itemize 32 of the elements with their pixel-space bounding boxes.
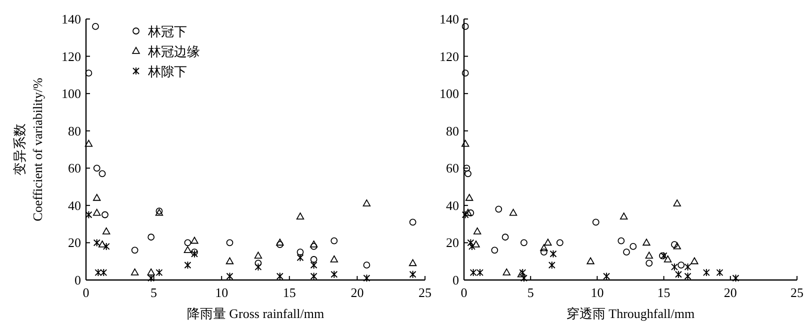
y-tick-label: 0 bbox=[452, 272, 459, 288]
y-tick-label: 80 bbox=[68, 123, 81, 138]
y-tick-label: 120 bbox=[440, 48, 459, 64]
y-tick-label: 40 bbox=[68, 198, 81, 213]
legend-label: 林隙下 bbox=[147, 64, 187, 79]
x-tick-label: 15 bbox=[657, 285, 670, 300]
x-tick-label: 20 bbox=[350, 285, 364, 300]
y-tick-label: 60 bbox=[68, 160, 81, 176]
y-tick-label: 60 bbox=[446, 160, 459, 176]
legend-label: 林冠边缘 bbox=[147, 44, 200, 59]
y-tick-label: 140 bbox=[440, 12, 459, 26]
x-tick-label: 5 bbox=[527, 285, 534, 300]
x-tick-label: 10 bbox=[215, 285, 228, 300]
y-tick-label: 100 bbox=[62, 86, 81, 102]
x-tick-label: 20 bbox=[724, 285, 737, 300]
y-tick-label: 140 bbox=[62, 12, 81, 26]
y-tick-label: 100 bbox=[440, 86, 459, 102]
y-tick-label: 0 bbox=[74, 272, 81, 288]
x-tick-label: 10 bbox=[590, 285, 604, 300]
y-tick-label: 20 bbox=[68, 235, 81, 250]
y-tick-label: 80 bbox=[446, 123, 459, 138]
x-tick-label: 25 bbox=[418, 285, 432, 300]
y-tick-label: 40 bbox=[446, 198, 459, 213]
x-axis-title: 降雨量 Gross rainfall/mm bbox=[186, 306, 324, 321]
x-tick-label: 25 bbox=[790, 285, 804, 300]
x-axis-title: 穿透雨 Throughfall/mm bbox=[566, 306, 695, 321]
y-axis-title: 变异系数 Coefficient of variability/% bbox=[12, 78, 45, 222]
x-tick-label: 15 bbox=[282, 285, 296, 300]
y-tick-label: 120 bbox=[62, 48, 81, 64]
legend-label: 林冠下 bbox=[147, 24, 187, 39]
x-tick-label: 5 bbox=[150, 285, 158, 300]
y-tick-label: 20 bbox=[446, 235, 459, 250]
